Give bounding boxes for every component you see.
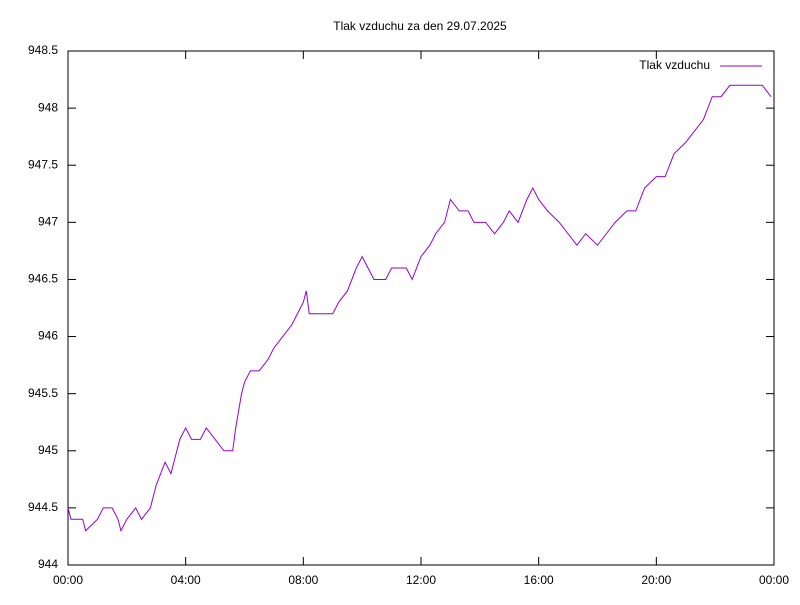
y-tick-label: 948.5 (28, 43, 58, 57)
y-tick-label: 944 (38, 557, 58, 571)
y-tick-label: 946 (38, 329, 58, 343)
x-tick-label: 00:00 (759, 573, 789, 587)
y-tick-label: 946.5 (28, 272, 58, 286)
plot-border (67, 50, 775, 566)
x-tick-label: 08:00 (288, 573, 318, 587)
x-tick-label: 04:00 (171, 573, 201, 587)
x-tick-label: 00:00 (53, 573, 83, 587)
y-tick-label: 947.5 (28, 157, 58, 171)
x-tick-label: 16:00 (524, 573, 554, 587)
line-series (67, 84, 772, 533)
y-tick-label: 944.5 (28, 500, 58, 514)
y-tick-label: 948 (38, 100, 58, 114)
y-tick-label: 945 (38, 443, 58, 457)
y-tick-label: 945.5 (28, 386, 58, 400)
legend-label: Tlak vzduchu (639, 58, 710, 72)
x-tick-label: 12:00 (406, 573, 436, 587)
chart-title: Tlak vzduchu za den 29.07.2025 (333, 19, 507, 33)
y-tick-label: 947 (38, 215, 58, 229)
x-tick-label: 20:00 (641, 573, 671, 587)
